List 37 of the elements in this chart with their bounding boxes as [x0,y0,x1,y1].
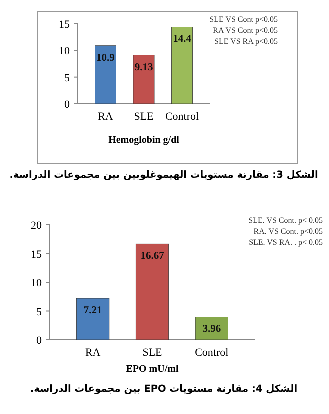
y-tick-label: 0 [64,99,70,111]
annotation: SLE. VS Cont. p< 0.05 [248,216,323,225]
y-tick-label: 20 [31,220,42,232]
data-label: 16.67 [140,251,164,262]
y-tick-label: 15 [59,19,70,31]
x-tick-label: Control [195,347,229,359]
x-tick-label: SLE [134,111,154,123]
x-tick-label: RA [85,347,101,359]
bar [76,298,110,340]
data-label: 14.4 [173,34,192,46]
annotation: SLE VS Cont p<0.05 [210,15,278,24]
bar [95,46,116,104]
y-tick-label: 10 [31,278,42,290]
y-tick-label: 5 [64,72,70,84]
annotation: SLE. VS RA. . p< 0.05 [249,238,323,247]
data-label: 10.9 [96,52,115,64]
x-axis-title: Hemoglobin g/dl [108,135,180,146]
text: الشكل 3: مقارنة مستويات الهيموغلوبين بين مجموعات الدراسة. [10,170,318,181]
data-label: 7.21 [84,306,102,317]
text: SLE VS RA p<0.05 [214,37,278,46]
bar [133,55,155,104]
data-label: 3.96 [202,324,222,336]
text: RA VS Cont p<0.05 [213,26,278,35]
y-tick-label: 15 [31,248,42,261]
bar [136,244,170,340]
bar [195,317,228,340]
x-tick-label: SLE [142,347,163,359]
x-axis-title: EPO mU/ml [126,364,179,375]
y-tick-label: 5 [36,306,42,318]
annotation: RA. VS Cont. p<0.05 [254,227,323,236]
y-tick-label: 10 [59,46,70,58]
bar [172,27,193,104]
x-tick-label: RA [98,111,114,123]
data-label: 9.13 [134,62,154,74]
text: الشكل 4: مقارنة مستويات EPO بين مجموعات الدراسة. [30,384,298,395]
x-tick-label: Control [165,111,200,123]
y-tick-label: 0 [36,335,42,347]
